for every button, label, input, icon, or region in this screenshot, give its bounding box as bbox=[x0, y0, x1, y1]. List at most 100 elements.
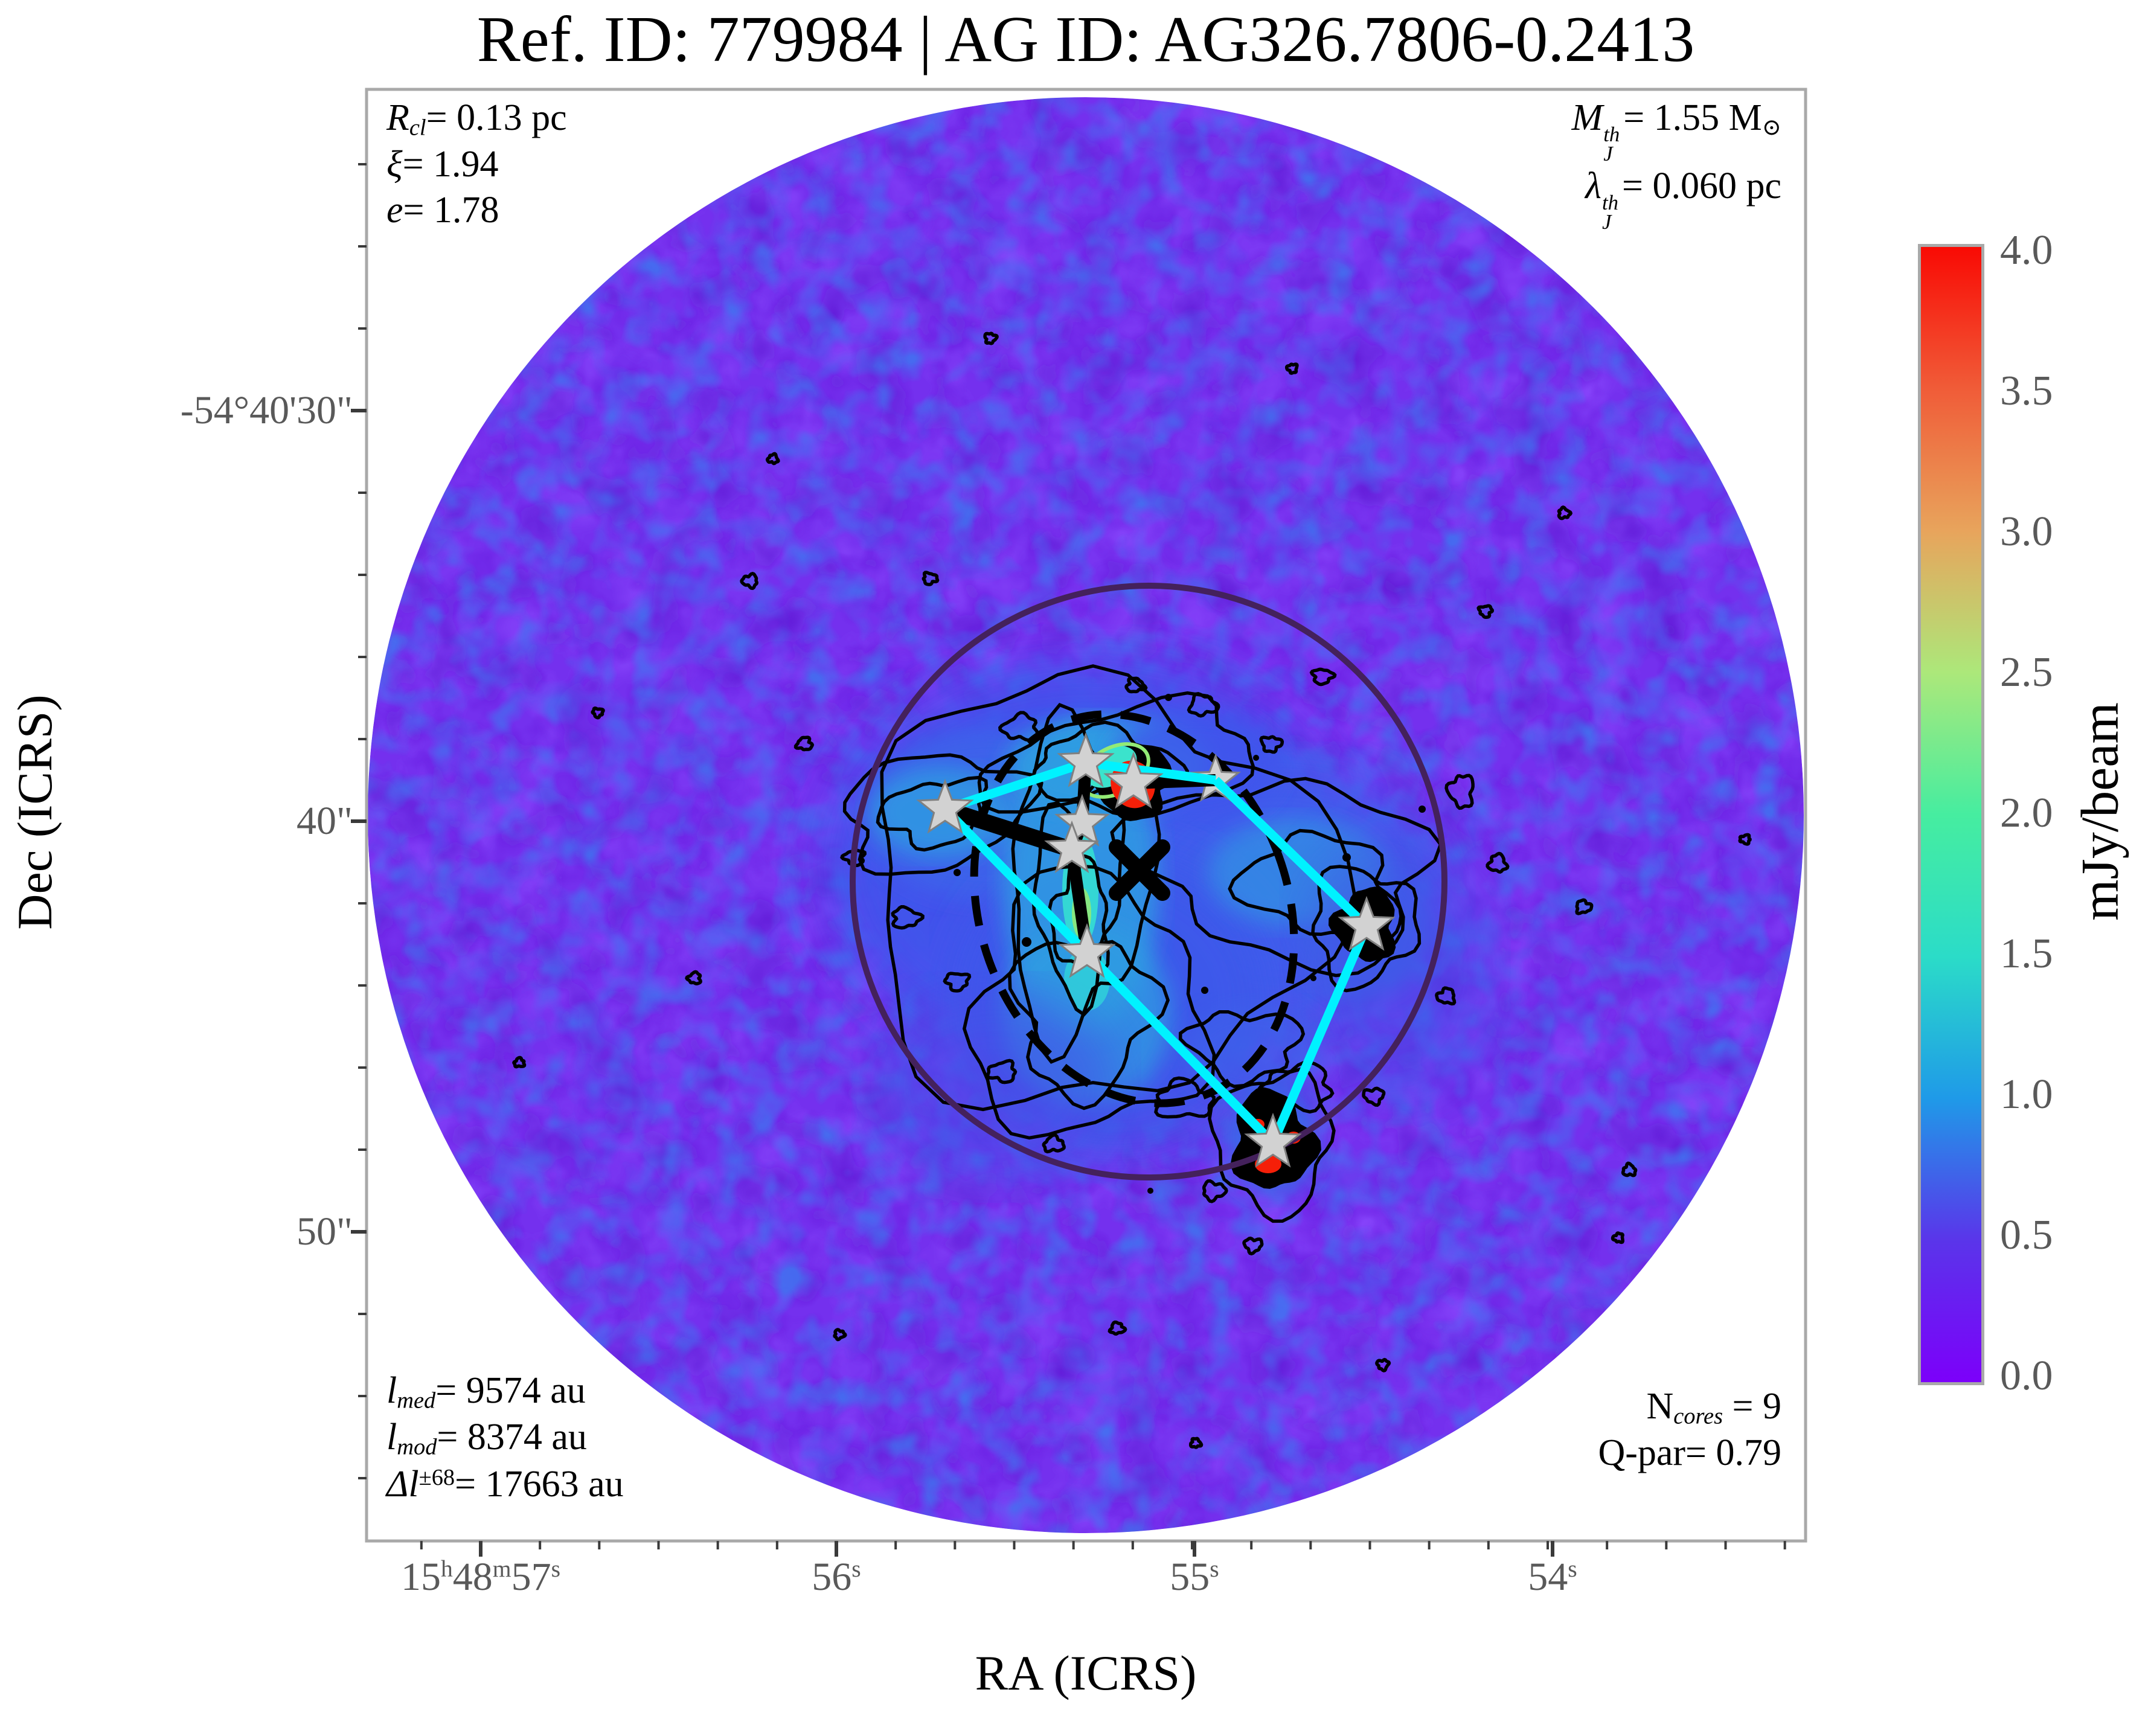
core-star bbox=[1244, 1112, 1302, 1168]
contour-line bbox=[891, 905, 925, 930]
contour-line bbox=[1108, 1320, 1127, 1336]
annotation-line: lmed= 9574 au bbox=[386, 1370, 586, 1414]
x-tick-label: 15h48m57s bbox=[401, 1555, 560, 1599]
annotation-bottom-right: Ncores = 9 Q-par= 0.79 bbox=[1598, 1384, 1781, 1476]
contour-line bbox=[983, 332, 999, 345]
y-axis-label: Dec (ICRS) bbox=[7, 694, 62, 930]
colorbar-tick-label: 3.0 bbox=[2000, 508, 2053, 555]
colorbar-tick-label: 0.5 bbox=[2000, 1212, 2053, 1258]
colorbar-tick-label: 1.0 bbox=[2000, 1071, 2053, 1118]
contour-dot bbox=[1310, 975, 1316, 981]
colorbar-tick-label: 0.0 bbox=[2000, 1353, 2053, 1399]
x-axis-label: RA (ICRS) bbox=[975, 1645, 1197, 1700]
contour-line bbox=[1444, 774, 1475, 810]
contour-line bbox=[1255, 1060, 1335, 1114]
contour-dot bbox=[1253, 755, 1259, 761]
core-star bbox=[1044, 820, 1100, 874]
contour-line bbox=[1042, 1133, 1066, 1154]
annotation-line: Q-par= 0.79 bbox=[1598, 1432, 1781, 1474]
contour-line bbox=[1557, 505, 1573, 520]
contour-line bbox=[1187, 691, 1220, 718]
colorbar-tick-label: 1.5 bbox=[2000, 930, 2053, 977]
contour-line bbox=[1202, 1179, 1228, 1203]
annotation-line: lmod= 8374 au bbox=[386, 1417, 587, 1460]
y-tick-label: 50" bbox=[297, 1209, 353, 1254]
contour-line bbox=[1486, 851, 1510, 874]
contour-dot bbox=[954, 869, 961, 876]
contour-line bbox=[922, 571, 940, 586]
contour-line bbox=[740, 572, 759, 591]
mst-edge bbox=[1269, 924, 1371, 1145]
contour-line bbox=[1178, 1010, 1306, 1089]
contour-dot bbox=[1419, 806, 1426, 813]
contour-line bbox=[512, 1055, 527, 1069]
annotation-line: Δl±68= 17663 au bbox=[386, 1463, 624, 1505]
colorbar-tick-label: 2.0 bbox=[2000, 790, 2053, 836]
contour-line bbox=[1435, 986, 1457, 1006]
contour-dot bbox=[1147, 1188, 1153, 1194]
contour-line bbox=[685, 970, 702, 985]
clump-center-x-marker bbox=[1109, 839, 1170, 901]
contour-line bbox=[1008, 940, 1170, 1110]
core-star bbox=[1054, 793, 1110, 847]
mst-edge bbox=[1083, 950, 1277, 1147]
annotation-line: ξ= 1.94 bbox=[386, 144, 499, 185]
page-title: Ref. ID: 779984 | AG ID: AG326.7806-0.24… bbox=[476, 4, 1695, 75]
contour-line bbox=[986, 1059, 1018, 1084]
x-tick-label: 55s bbox=[1170, 1555, 1219, 1599]
contour-line bbox=[1621, 1161, 1638, 1177]
colorbar-tick-label: 3.5 bbox=[2000, 368, 2053, 414]
contour-line bbox=[1188, 1437, 1204, 1449]
colorbar-label: mJy/beam bbox=[2071, 702, 2130, 921]
annotation-line: λ th J = 0.060 pc bbox=[1585, 165, 1781, 234]
x-tick-label: 56s bbox=[812, 1555, 861, 1599]
contour-line bbox=[1259, 735, 1284, 754]
colorbar-gradient bbox=[1918, 244, 1984, 1385]
contour-dot bbox=[1022, 937, 1031, 947]
contour-dot bbox=[1342, 853, 1351, 862]
contour-line bbox=[1311, 865, 1422, 993]
contour-line bbox=[1738, 833, 1752, 846]
contour-line bbox=[1284, 362, 1299, 375]
annotation-line: e= 1.78 bbox=[386, 189, 499, 231]
contour-line bbox=[962, 864, 1216, 1140]
annotation-line: Ncores = 9 bbox=[1646, 1386, 1781, 1429]
y-tick-label: -54°40'30" bbox=[180, 388, 353, 432]
mst-edge bbox=[941, 806, 1091, 957]
core-star bbox=[1057, 732, 1115, 787]
core-star bbox=[1103, 751, 1164, 809]
contour-line bbox=[1575, 898, 1594, 915]
axes-spines bbox=[365, 88, 1807, 1543]
effective-ellipse-dashed bbox=[970, 710, 1298, 1107]
core-star bbox=[916, 778, 974, 834]
contour-line bbox=[1611, 1231, 1624, 1244]
annotation-top-left: Rcl= 0.13 pc ξ= 1.94 e= 1.78 bbox=[386, 95, 567, 234]
annotation-line: Rcl= 0.13 pc bbox=[386, 97, 567, 141]
mst-edge bbox=[1212, 777, 1370, 930]
clump-radius-circle bbox=[850, 583, 1447, 1180]
contour-line bbox=[1362, 1086, 1386, 1107]
contour-dot bbox=[1201, 987, 1208, 994]
annotation-bottom-left: lmed= 9574 au lmod= 8374 au Δl±68= 17663 a… bbox=[386, 1368, 624, 1507]
contour-line bbox=[833, 1328, 847, 1342]
contour-line bbox=[943, 972, 972, 993]
contour-line bbox=[840, 848, 867, 868]
colorbar-tick-label: 4.0 bbox=[2000, 227, 2053, 274]
core-star bbox=[1338, 895, 1396, 951]
contour-dot bbox=[1165, 694, 1172, 701]
contour-line bbox=[1375, 1357, 1391, 1372]
contour-line bbox=[765, 452, 780, 466]
contour-line bbox=[1476, 604, 1495, 619]
x-tick-label: 54s bbox=[1528, 1555, 1577, 1599]
mst-edge bbox=[1085, 758, 1217, 785]
contour-line bbox=[591, 706, 605, 720]
contour-line bbox=[1242, 1236, 1264, 1256]
contour-line bbox=[793, 735, 815, 752]
core-star bbox=[1058, 923, 1116, 978]
colorbar-tick-label: 2.5 bbox=[2000, 649, 2053, 696]
contour-line bbox=[1124, 676, 1148, 694]
